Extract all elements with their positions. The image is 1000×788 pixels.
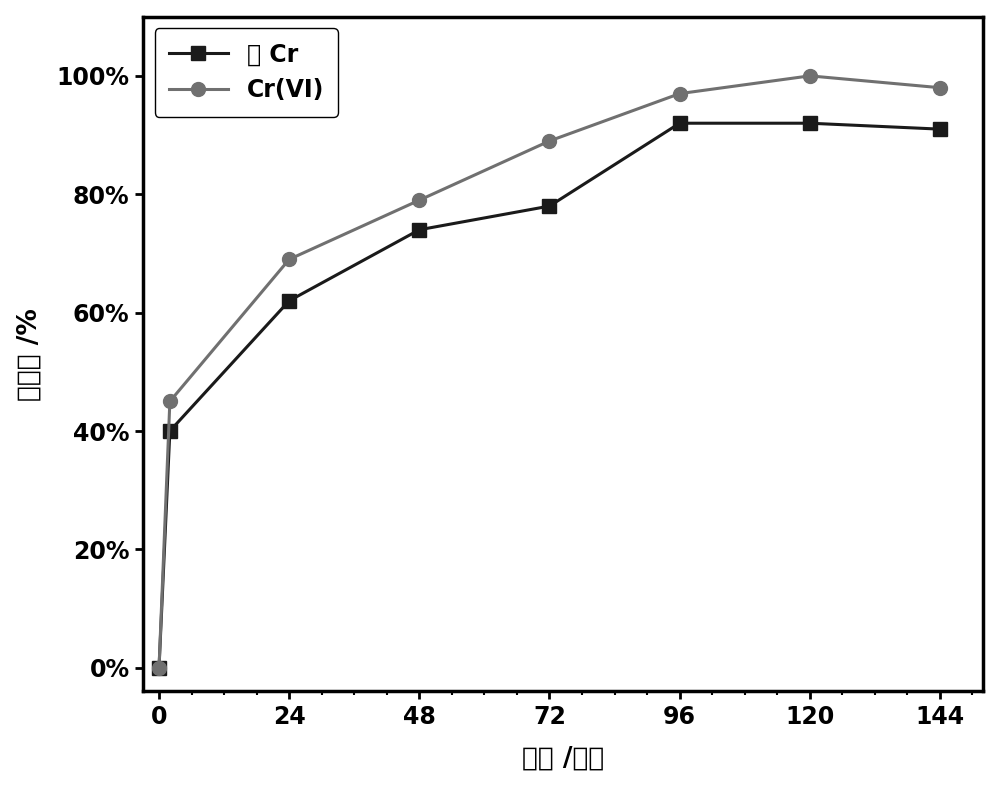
Cr(VI) [543,136,555,146]
总 Cr [804,118,816,128]
Cr(VI) [153,663,165,672]
总 Cr [283,296,295,306]
总 Cr [413,225,425,235]
Line: Cr(VI): Cr(VI) [152,69,947,675]
总 Cr [153,663,165,672]
Cr(VI) [804,71,816,80]
Y-axis label: 去除率 /%: 去除率 /% [17,307,43,400]
Cr(VI) [283,255,295,264]
总 Cr [674,118,686,128]
X-axis label: 时间 /小时: 时间 /小时 [522,745,604,771]
Legend: 总 Cr, Cr(VI): 总 Cr, Cr(VI) [155,28,338,117]
Cr(VI) [413,195,425,205]
Cr(VI) [934,83,946,92]
总 Cr [543,202,555,211]
Cr(VI) [674,89,686,98]
Line: 总 Cr: 总 Cr [152,117,947,675]
总 Cr [164,426,176,436]
Cr(VI) [164,396,176,406]
总 Cr [934,125,946,134]
